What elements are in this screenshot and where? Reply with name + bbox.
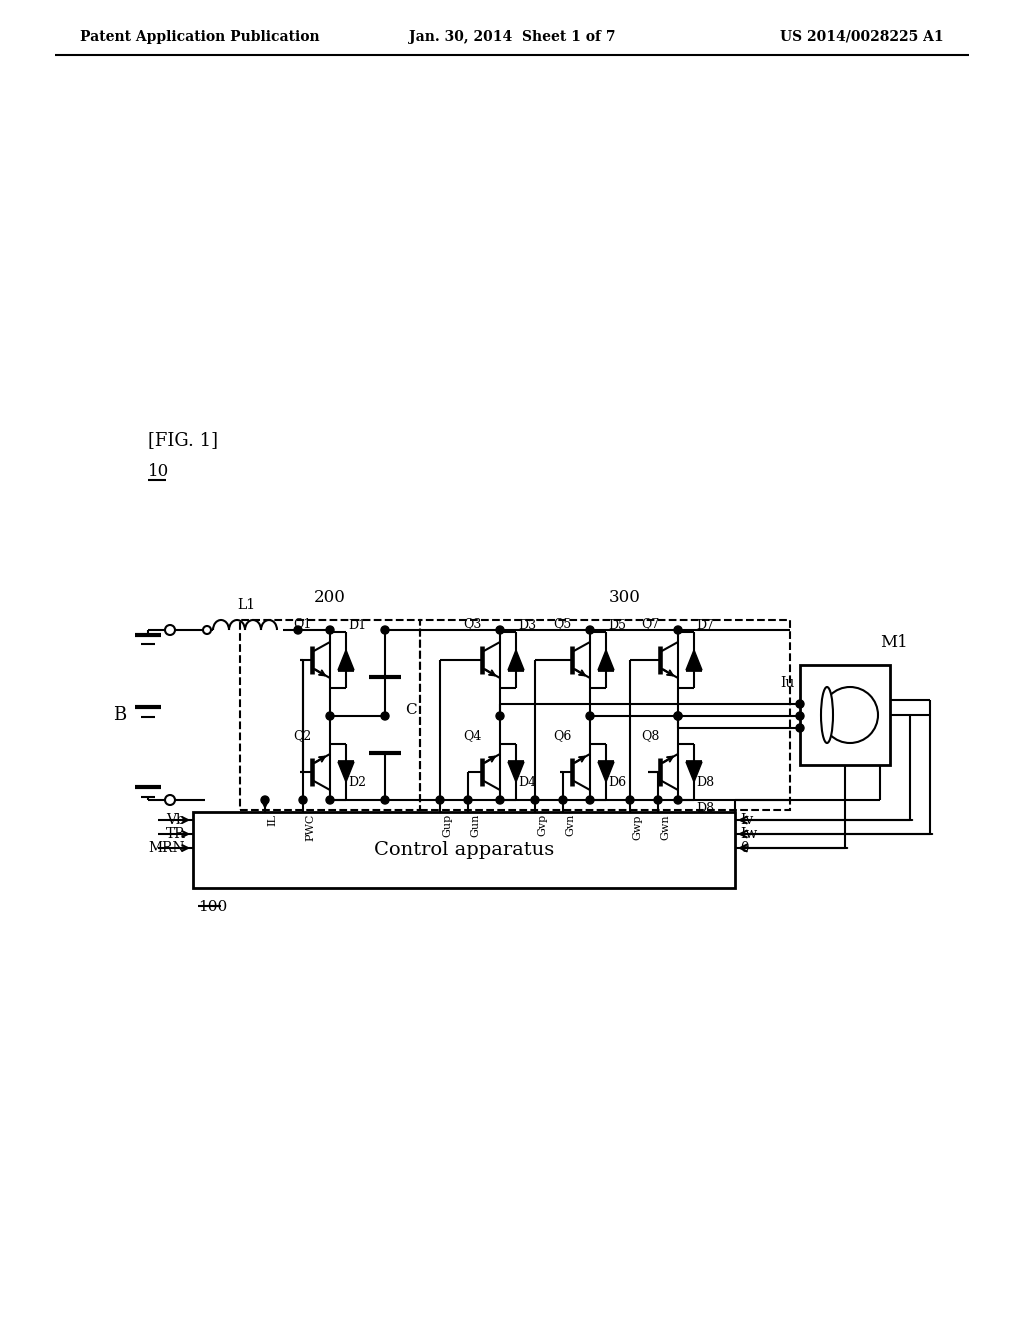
Text: C: C [406, 704, 417, 717]
Text: L1: L1 [237, 598, 255, 612]
Text: Jan. 30, 2014  Sheet 1 of 7: Jan. 30, 2014 Sheet 1 of 7 [409, 30, 615, 44]
Circle shape [165, 795, 175, 805]
Circle shape [674, 711, 682, 719]
Circle shape [796, 723, 804, 733]
Circle shape [326, 626, 334, 634]
Circle shape [586, 796, 594, 804]
Text: Patent Application Publication: Patent Application Publication [80, 30, 319, 44]
Text: Q1: Q1 [293, 616, 311, 630]
Circle shape [496, 626, 504, 634]
Polygon shape [598, 762, 614, 781]
Circle shape [294, 626, 302, 634]
Text: Q3: Q3 [463, 616, 481, 630]
Text: D1: D1 [348, 619, 367, 632]
Circle shape [586, 626, 594, 634]
Circle shape [796, 711, 804, 719]
Text: Vb: Vb [166, 813, 185, 828]
FancyBboxPatch shape [193, 812, 735, 888]
Text: PWC: PWC [305, 814, 315, 841]
Text: D6: D6 [608, 776, 626, 788]
Polygon shape [338, 762, 354, 781]
Polygon shape [686, 649, 702, 671]
Text: Gvp: Gvp [537, 814, 547, 837]
Text: Gvn: Gvn [565, 814, 575, 837]
Text: Q6: Q6 [553, 729, 571, 742]
Text: D2: D2 [348, 776, 366, 788]
Text: Control apparatus: Control apparatus [374, 841, 554, 859]
Text: 10: 10 [148, 463, 169, 480]
Text: Q2: Q2 [293, 729, 311, 742]
Circle shape [796, 700, 804, 708]
Text: Q7: Q7 [641, 616, 659, 630]
Text: Q8: Q8 [641, 729, 659, 742]
Text: [FIG. 1]: [FIG. 1] [148, 432, 218, 449]
Text: 300: 300 [609, 589, 641, 606]
Text: D3: D3 [518, 619, 537, 632]
Circle shape [626, 796, 634, 804]
Text: D7: D7 [696, 619, 714, 632]
Text: 100: 100 [198, 900, 227, 913]
Circle shape [381, 626, 389, 634]
Text: M1: M1 [880, 634, 907, 651]
Circle shape [326, 796, 334, 804]
Text: Gun: Gun [470, 814, 480, 837]
Text: Gwn: Gwn [660, 814, 670, 840]
Text: Iv: Iv [740, 813, 754, 828]
Circle shape [496, 711, 504, 719]
Circle shape [674, 626, 682, 634]
Text: D8: D8 [696, 803, 714, 814]
Circle shape [559, 796, 567, 804]
Circle shape [496, 796, 504, 804]
Circle shape [381, 711, 389, 719]
Polygon shape [338, 649, 354, 671]
Text: θ: θ [740, 841, 749, 855]
Text: MRN: MRN [148, 841, 185, 855]
Circle shape [654, 796, 662, 804]
Circle shape [381, 796, 389, 804]
Text: Iu: Iu [780, 676, 795, 690]
Text: Gup: Gup [442, 814, 452, 837]
Text: US 2014/0028225 A1: US 2014/0028225 A1 [780, 30, 944, 44]
Polygon shape [686, 762, 702, 781]
Circle shape [674, 711, 682, 719]
Circle shape [531, 796, 539, 804]
Circle shape [822, 686, 878, 743]
Ellipse shape [821, 686, 833, 743]
Polygon shape [598, 649, 614, 671]
Text: D8: D8 [696, 776, 714, 788]
FancyBboxPatch shape [800, 665, 890, 766]
Circle shape [436, 796, 444, 804]
Text: TR: TR [165, 828, 185, 841]
Circle shape [299, 796, 307, 804]
Text: Iw: Iw [740, 828, 758, 841]
Text: Gwp: Gwp [632, 814, 642, 840]
Text: D5: D5 [608, 619, 626, 632]
Circle shape [326, 711, 334, 719]
Text: B: B [114, 706, 127, 723]
Text: Q4: Q4 [463, 729, 481, 742]
Text: 200: 200 [314, 589, 346, 606]
Polygon shape [508, 762, 524, 781]
Circle shape [674, 796, 682, 804]
Circle shape [261, 796, 269, 804]
Circle shape [165, 624, 175, 635]
Circle shape [203, 626, 211, 634]
Circle shape [464, 796, 472, 804]
Circle shape [586, 711, 594, 719]
Text: D4: D4 [518, 776, 537, 788]
Text: IL: IL [267, 814, 278, 826]
Text: Q5: Q5 [553, 616, 571, 630]
Polygon shape [508, 649, 524, 671]
